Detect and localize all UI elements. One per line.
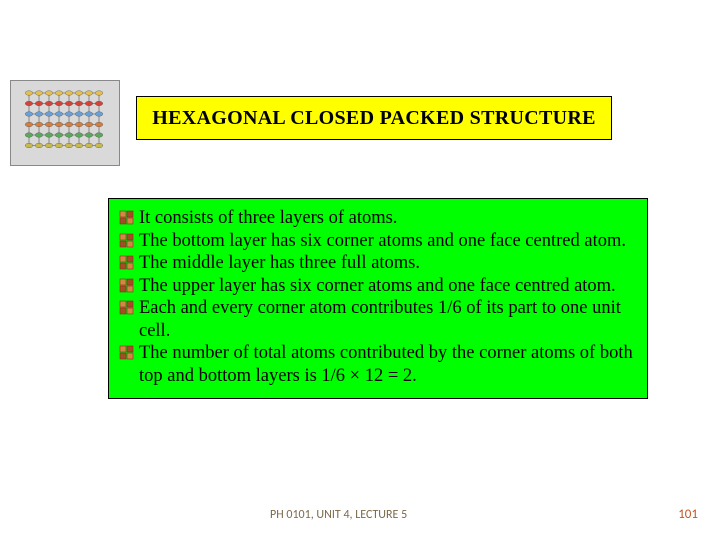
content-box: It consists of three layers of atoms. Th… — [108, 198, 648, 399]
list-item-text: The middle layer has three full atoms. — [139, 253, 420, 273]
footer-course-label: PH 0101, UNIT 4, LECTURE 5 — [270, 508, 407, 522]
bullet-icon — [119, 210, 134, 225]
list-item: The upper layer has six corner atoms and… — [119, 275, 635, 298]
list-item-text: The number of total atoms contributed by… — [139, 343, 633, 386]
header-row: HEXAGONAL CLOSED PACKED STRUCTURE — [0, 86, 720, 172]
list-item: Each and every corner atom contributes 1… — [119, 297, 635, 342]
list-item-text: Each and every corner atom contributes 1… — [139, 298, 621, 341]
list-item: The bottom layer has six corner atoms an… — [119, 230, 635, 253]
title-box: HEXAGONAL CLOSED PACKED STRUCTURE — [136, 96, 612, 140]
page-number: 101 — [678, 507, 698, 522]
lattice-icon — [15, 85, 115, 161]
bullet-icon — [119, 233, 134, 248]
list-item: It consists of three layers of atoms. — [119, 207, 635, 230]
bullet-icon — [119, 345, 134, 360]
list-item-text: The bottom layer has six corner atoms an… — [139, 231, 626, 251]
list-item-text: The upper layer has six corner atoms and… — [139, 276, 616, 296]
bullet-icon — [119, 300, 134, 315]
page-title: HEXAGONAL CLOSED PACKED STRUCTURE — [152, 107, 595, 130]
bullet-icon — [119, 278, 134, 293]
list-item-text: It consists of three layers of atoms. — [139, 208, 397, 228]
list-item: The number of total atoms contributed by… — [119, 342, 635, 387]
bullet-icon — [119, 255, 134, 270]
list-item: The middle layer has three full atoms. — [119, 252, 635, 275]
structure-thumbnail — [10, 80, 120, 166]
